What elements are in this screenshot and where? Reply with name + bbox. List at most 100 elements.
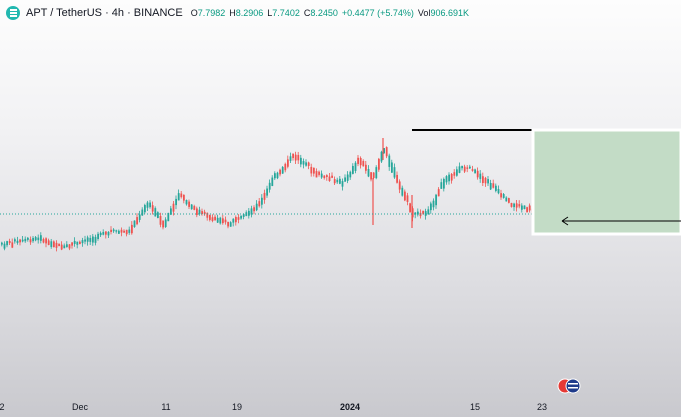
target-zone-box[interactable]	[531, 128, 681, 236]
candle-body	[115, 230, 118, 232]
candle-body	[196, 208, 198, 216]
candle-body	[328, 176, 331, 182]
time-axis[interactable]: 2 Dec 11 19 2024 15 23	[0, 400, 681, 417]
ohlc-legend: O7.7982 H8.2906 L7.7402 C8.2450 +0.4477 …	[191, 8, 469, 18]
candle-body	[1, 242, 3, 245]
candle-body	[445, 176, 448, 183]
candle-body	[107, 231, 110, 236]
candle-body	[521, 205, 523, 210]
candle-body	[341, 181, 344, 187]
candle-body	[157, 212, 159, 219]
candle-body	[203, 211, 206, 215]
candle-body	[484, 177, 487, 184]
candle-body	[528, 205, 531, 211]
candle-body	[359, 157, 362, 166]
candle-body	[515, 203, 518, 208]
candle-body	[216, 217, 219, 223]
candle-body	[518, 204, 521, 207]
time-label: 15	[469, 402, 481, 412]
candle-body	[315, 171, 318, 178]
candle-body	[237, 217, 240, 220]
candle-body	[510, 203, 513, 207]
candle-body	[81, 240, 84, 244]
candle-body	[526, 207, 528, 213]
candle-body	[437, 189, 440, 197]
candle-body	[411, 208, 414, 218]
candle-body	[268, 182, 271, 190]
aptos-logo-icon	[6, 6, 20, 20]
candle-body	[294, 154, 297, 161]
symbol-title[interactable]: APT / TetherUS · 4h · BINANCE	[26, 7, 183, 19]
close-value: 8.2450	[310, 8, 338, 18]
candle-body	[55, 242, 58, 248]
flag-icon[interactable]	[557, 378, 581, 394]
change-value: +0.4477 (+5.74%)	[341, 8, 414, 18]
volume-value: 906.691K	[430, 8, 469, 18]
candle-body	[131, 224, 133, 234]
candle-body	[73, 240, 76, 244]
candle-body	[8, 240, 11, 244]
candle-body	[263, 192, 266, 200]
candle-body	[68, 244, 71, 249]
candle-body	[458, 166, 461, 173]
candle-body	[97, 233, 99, 239]
chart-header: APT / TetherUS · 4h · BINANCE O7.7982 H8…	[6, 4, 469, 22]
candle-body	[331, 175, 333, 178]
candle-body	[417, 211, 419, 215]
candle-body	[154, 208, 157, 217]
candle-body	[229, 222, 232, 227]
arrow-annotation[interactable]	[561, 216, 681, 226]
candle-body	[362, 161, 365, 167]
candle-body	[224, 219, 227, 223]
candle-body	[149, 202, 151, 208]
candle-body	[47, 240, 50, 245]
time-label: 2024	[339, 402, 361, 412]
candles-layer	[1, 138, 552, 252]
candle-body	[307, 162, 310, 166]
close-label: C	[303, 8, 311, 18]
candle-body	[188, 201, 190, 207]
candle-body	[211, 217, 214, 222]
candle-body	[214, 216, 216, 221]
candle-body	[180, 193, 183, 198]
candle-body	[422, 210, 424, 214]
candle-body	[24, 238, 27, 242]
candle-body	[175, 198, 177, 206]
open-label: O	[190, 8, 198, 18]
candle-body	[136, 217, 138, 225]
volume-label: Vol	[417, 8, 431, 18]
candle-body	[300, 157, 302, 165]
candle-body	[336, 179, 339, 183]
candle-body	[357, 157, 359, 164]
candle-body	[40, 235, 42, 241]
candle-body	[242, 214, 245, 217]
candle-body	[489, 182, 492, 190]
candle-body	[94, 236, 97, 243]
candle-body	[505, 197, 508, 202]
candle-body	[261, 197, 263, 205]
candle-body	[320, 173, 323, 178]
candle-body	[432, 200, 435, 208]
candle-body	[302, 161, 305, 165]
candle-body	[123, 230, 125, 233]
candle-body	[99, 232, 102, 236]
candle-body	[367, 169, 370, 177]
candle-body	[310, 166, 313, 174]
candle-body	[344, 177, 346, 182]
candle-body	[469, 166, 471, 169]
candle-body	[146, 202, 149, 208]
high-label: H	[229, 8, 236, 18]
candle-body	[92, 236, 94, 243]
candle-body	[396, 174, 398, 183]
candle-body	[128, 229, 131, 233]
time-label: 2	[0, 402, 5, 412]
time-label: Dec	[71, 402, 89, 412]
candle-body	[388, 155, 391, 167]
candle-body	[318, 171, 320, 175]
candle-body	[492, 183, 495, 188]
candle-body	[456, 169, 458, 176]
candle-body	[11, 242, 14, 248]
candle-body	[271, 177, 274, 186]
candle-body	[448, 174, 450, 182]
